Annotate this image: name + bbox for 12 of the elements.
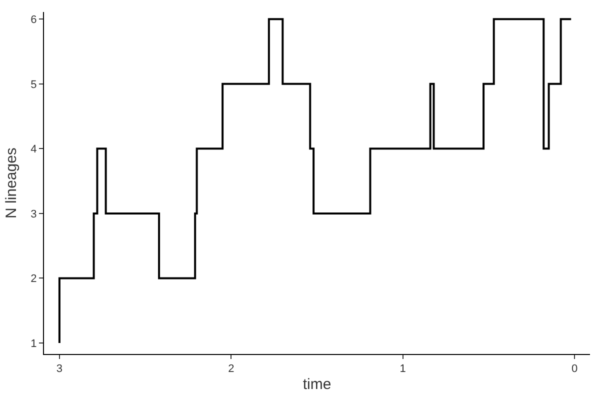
y-tick-label: 3 [30, 208, 37, 220]
y-tick-label: 2 [30, 273, 37, 286]
y-tick-label: 5 [30, 78, 37, 91]
y-tick-label: 1 [30, 338, 37, 350]
y-tick-label: 6 [30, 14, 37, 26]
x-tick-label: 3 [56, 363, 63, 376]
y-axis-title: N lineages [2, 148, 20, 218]
x-tick-label: 0 [571, 363, 578, 376]
x-tick-label: 2 [228, 363, 234, 376]
y-tick-label: 4 [30, 144, 37, 156]
x-tick-label: 1 [400, 363, 406, 376]
x-axis-title: time [302, 376, 332, 394]
